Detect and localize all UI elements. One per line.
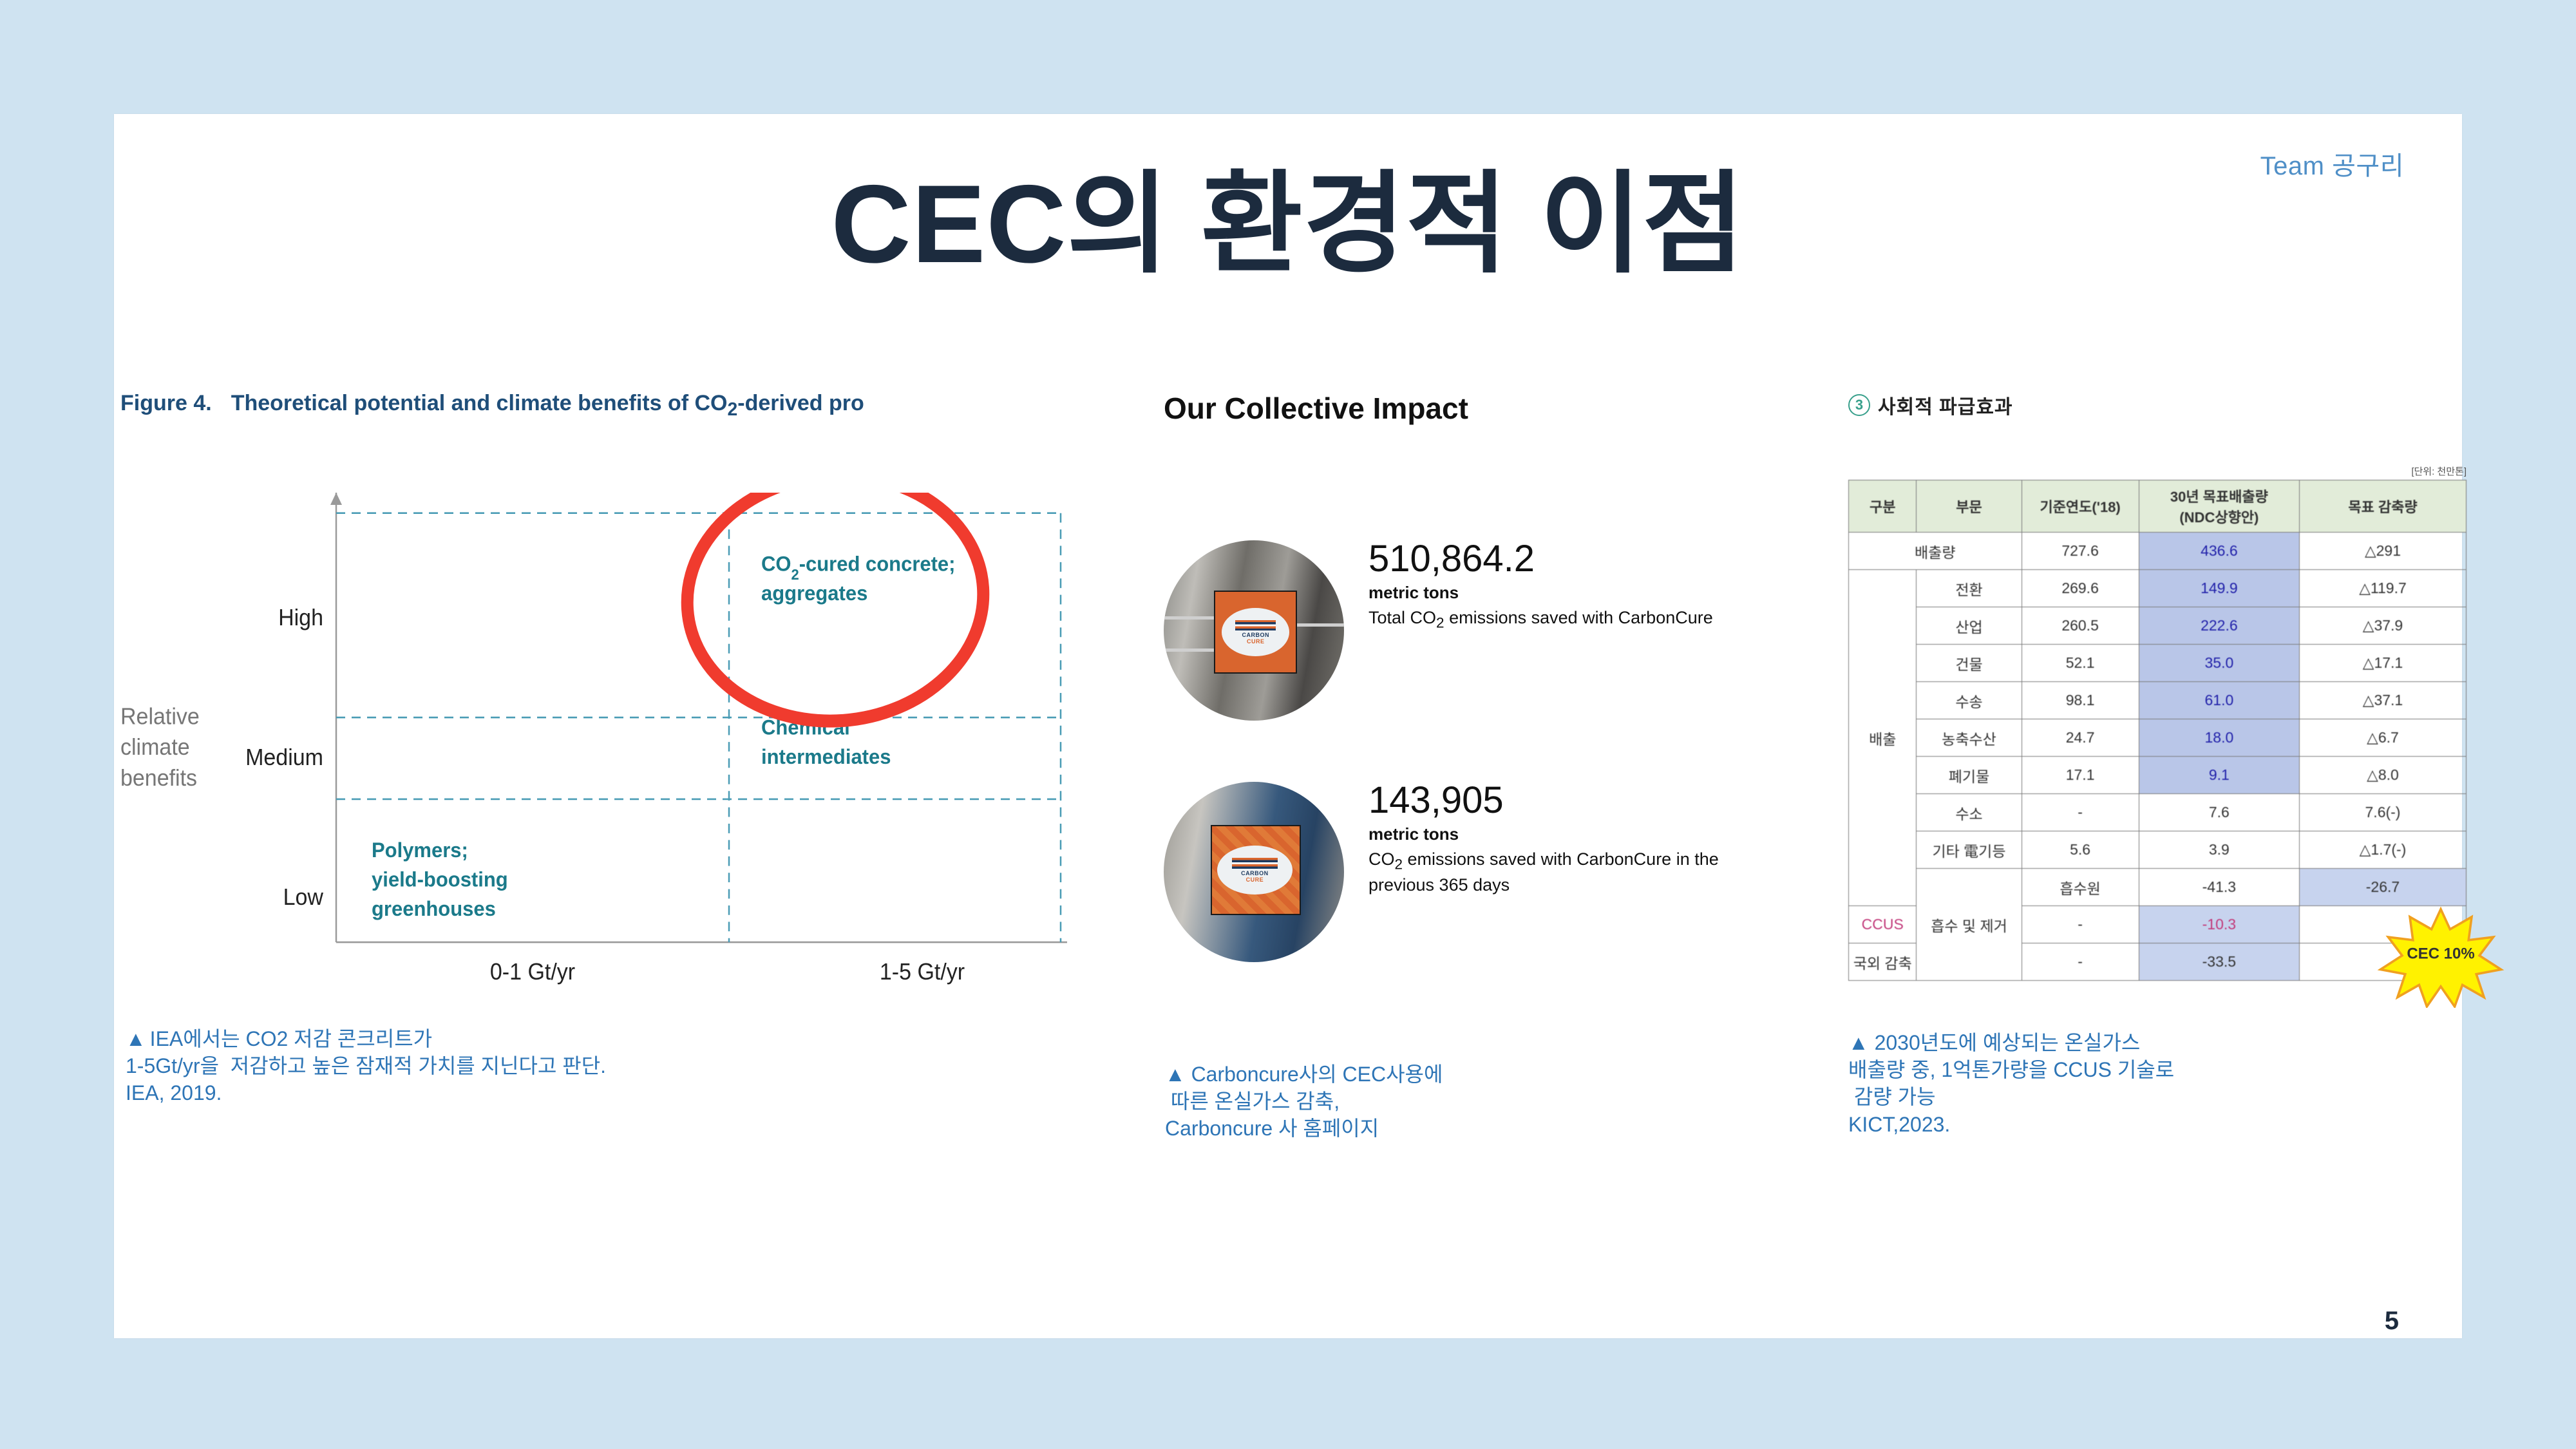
svg-text:intermediates: intermediates xyxy=(761,744,891,768)
svg-text:0-1 Gt/yr: 0-1 Gt/yr xyxy=(490,959,576,985)
svg-text:CO2-cured concrete;: CO2-cured concrete; xyxy=(761,552,956,583)
svg-text:Relative: Relative xyxy=(120,704,200,730)
svg-text:greenhouses: greenhouses xyxy=(372,896,496,920)
svg-text:aggregates: aggregates xyxy=(761,581,867,605)
svg-text:yield-boosting: yield-boosting xyxy=(372,867,508,891)
svg-text:High: High xyxy=(278,605,323,630)
svg-text:1-5 Gt/yr: 1-5 Gt/yr xyxy=(880,959,965,985)
svg-text:Polymers;: Polymers; xyxy=(372,838,468,862)
svg-text:Low: Low xyxy=(283,884,324,910)
svg-text:CEC 10%: CEC 10% xyxy=(2407,945,2474,963)
svg-text:Medium: Medium xyxy=(245,744,323,770)
svg-text:climate: climate xyxy=(120,734,190,760)
svg-text:benefits: benefits xyxy=(120,765,197,791)
